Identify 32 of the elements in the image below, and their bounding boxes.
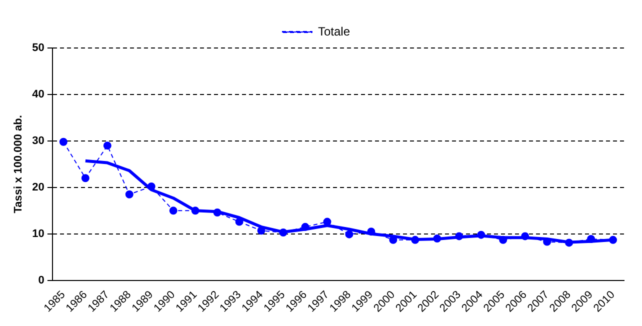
point [609, 236, 618, 244]
point [147, 182, 156, 190]
y-tick-label: 40 [32, 88, 44, 101]
point [279, 228, 288, 236]
y-tick-label: 10 [32, 228, 44, 240]
point [169, 206, 178, 215]
point [411, 236, 420, 244]
point [455, 232, 464, 240]
y-axis-title: Tassi x 100.000 ab. [12, 115, 25, 214]
point [433, 234, 442, 243]
point [499, 236, 508, 244]
point [543, 238, 552, 246]
point [587, 235, 596, 243]
point [125, 190, 134, 198]
point [59, 138, 68, 146]
point [367, 228, 376, 236]
y-tick-label: 0 [38, 274, 44, 286]
point [565, 238, 574, 247]
y-tick-label: 50 [32, 42, 44, 54]
point [213, 208, 222, 217]
legend-label: Totale [318, 24, 350, 38]
point [301, 222, 310, 231]
point [477, 230, 486, 239]
point [103, 142, 112, 150]
point [521, 232, 530, 240]
y-tick-label: 20 [32, 181, 44, 194]
point [345, 230, 354, 238]
point [191, 206, 200, 215]
point [235, 218, 244, 226]
point [257, 226, 266, 235]
point [81, 174, 90, 182]
y-tick-label: 30 [32, 134, 44, 147]
